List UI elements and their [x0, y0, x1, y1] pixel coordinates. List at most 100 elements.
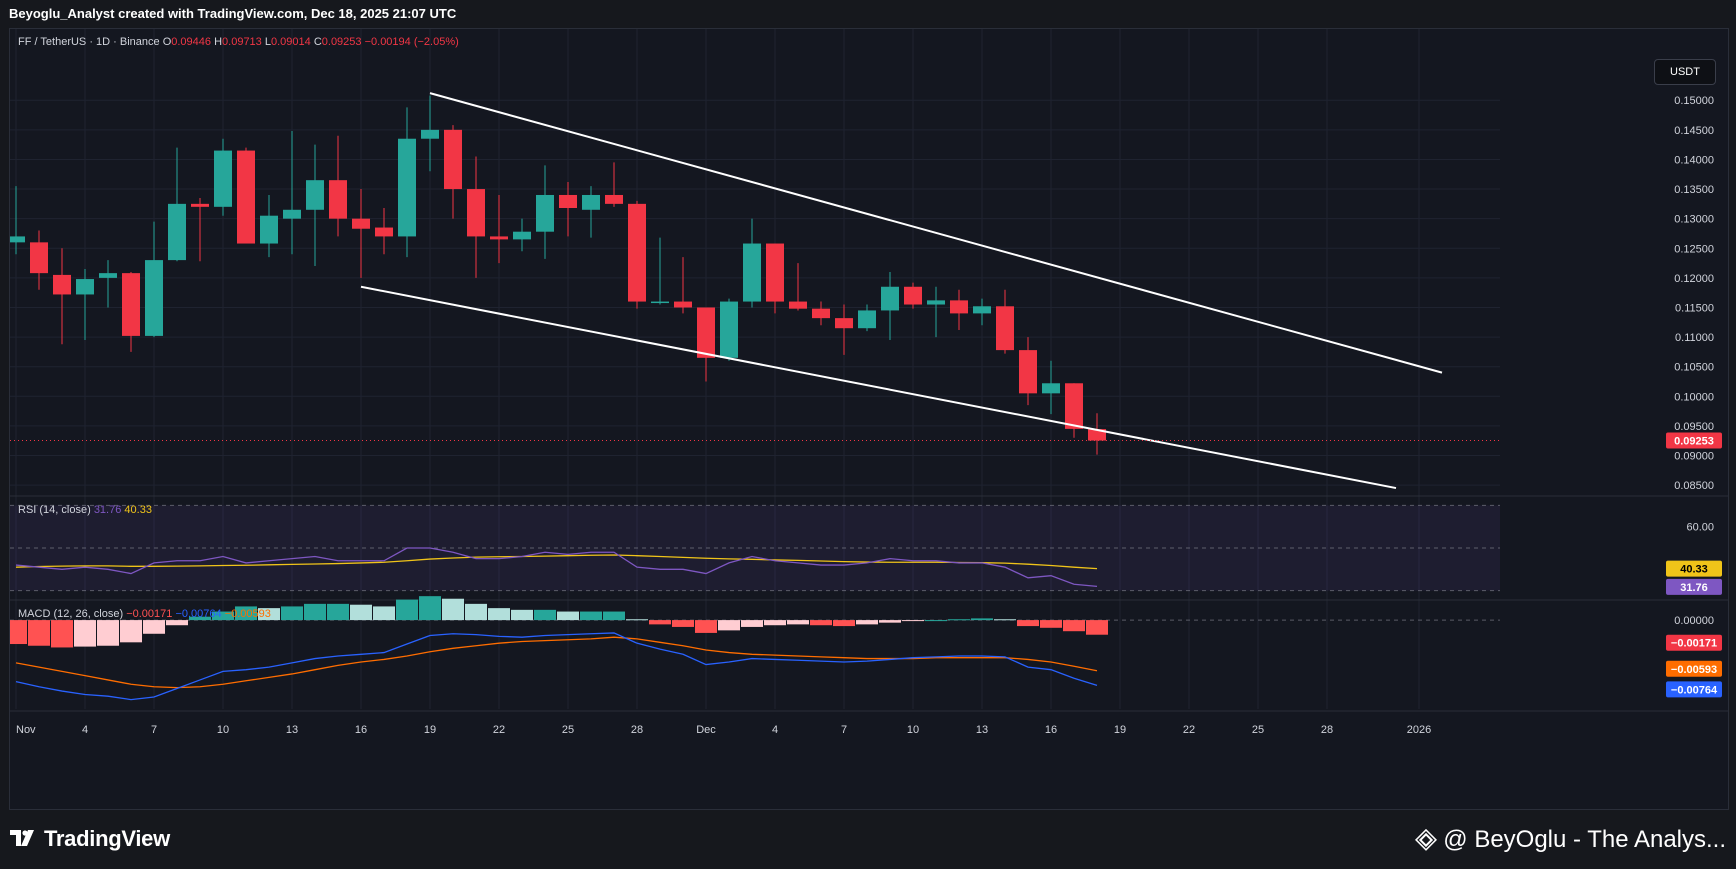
macd-histogram-bar — [534, 609, 556, 621]
macd-histogram-bar — [557, 611, 579, 621]
macd-histogram-bar — [971, 618, 993, 621]
time-tick-label: 22 — [493, 724, 505, 736]
binance-icon — [1415, 829, 1438, 851]
legend-open-value: 0.09446 — [171, 36, 214, 48]
macd-signal-tag-box — [1666, 660, 1722, 677]
macd-histogram-bar — [235, 606, 257, 621]
macd-histogram-bar — [258, 608, 280, 621]
price-tick-label: 0.08500 — [1674, 480, 1714, 492]
candle-body — [10, 236, 25, 243]
time-tick-label: 25 — [1252, 724, 1264, 736]
price-tick-label: 0.12000 — [1674, 273, 1714, 285]
candle-body — [766, 243, 784, 302]
time-tick-label: 25 — [562, 724, 574, 736]
candle-body — [1042, 383, 1060, 394]
macd-histogram-bar — [1063, 620, 1085, 632]
candle-body — [927, 300, 945, 305]
macd-legend-name: MACD (12, 26, close) — [18, 608, 126, 620]
candle-body — [375, 227, 393, 237]
macd-histogram-bar — [465, 603, 487, 621]
price-tick-label: 0.14000 — [1674, 154, 1714, 166]
candle-body — [421, 129, 439, 139]
time-tick-label: 16 — [1045, 724, 1057, 736]
macd-histogram-bar — [166, 620, 188, 626]
macd-histogram-bar — [902, 620, 924, 622]
macd-hist-tag-box — [1666, 634, 1722, 651]
macd-signal-tag: −0.00593 — [1671, 664, 1717, 676]
tradingview-logo-text: TradingView — [44, 826, 170, 851]
macd-histogram-bar — [925, 620, 947, 622]
legend-close-value: 0.09253 — [322, 36, 365, 48]
candle-body — [191, 203, 209, 207]
macd-histogram-bar — [810, 620, 832, 626]
time-tick-label: 13 — [976, 724, 988, 736]
tradingview-logo[interactable]: TradingView — [10, 826, 170, 852]
candle-body — [53, 274, 71, 295]
price-tick-label: 0.09500 — [1674, 421, 1714, 433]
candle-body — [490, 236, 508, 240]
macd-histogram-bar — [1086, 620, 1108, 635]
price-tick-label: 0.13000 — [1674, 214, 1714, 226]
rsi-legend: RSI (14, close) 31.76 40.33 — [18, 504, 152, 516]
price-tick-label: 0.11000 — [1675, 332, 1714, 344]
macd-histogram-bar — [948, 619, 970, 621]
rsi-ma-tag-box — [1666, 560, 1722, 577]
macd-line — [15, 632, 1098, 701]
chart-area[interactable]: 0.15000 0.14500 0.14000 0.13500 0.13000 0.125… — [9, 28, 1729, 810]
macd-histogram-bar — [350, 604, 372, 621]
candle-body — [237, 150, 255, 244]
macd-histogram-bar — [143, 620, 165, 634]
macd-histogram-bar — [626, 619, 648, 621]
candle-body — [789, 301, 807, 309]
macd-histogram-bar — [281, 606, 303, 621]
time-tick-label: 13 — [286, 724, 298, 736]
legend-symbol: FF / TetherUS · 1D · Binance — [18, 36, 163, 48]
time-tick-label: 28 — [631, 724, 643, 736]
time-tick-label: 7 — [841, 724, 847, 736]
price-tick-label: 0.13500 — [1674, 184, 1714, 196]
macd-histogram-bar — [879, 620, 901, 623]
candle-body — [973, 306, 991, 314]
macd-tick-label: 0.00000 — [1674, 615, 1714, 627]
macd-histogram-bar — [97, 620, 119, 646]
macd-histogram-bar — [120, 620, 142, 643]
macd-histogram-bar — [672, 620, 694, 627]
candle-body — [835, 318, 853, 329]
candle-body — [720, 301, 738, 358]
rsi-legend-value: 31.76 — [94, 504, 125, 516]
time-tick-label: 2026 — [1407, 724, 1431, 736]
price-legend: FF / TetherUS · 1D · Binance O0.09446 H0… — [18, 36, 459, 48]
macd-histogram-bar — [396, 599, 418, 621]
price-tick-label: 0.12500 — [1674, 243, 1714, 255]
macd-histogram-bar — [856, 620, 878, 625]
macd-histogram-bar — [327, 603, 349, 621]
time-tick-label: 4 — [772, 724, 778, 736]
time-tick-label: Nov — [16, 724, 36, 736]
price-tick-label: 0.11500 — [1675, 302, 1714, 314]
candle-body — [559, 194, 577, 209]
price-tick-label: 0.14500 — [1674, 125, 1714, 137]
candle-body — [582, 194, 600, 210]
rsi-legend-name: RSI (14, close) — [18, 504, 94, 516]
tradingview-logo-icon — [10, 830, 34, 846]
candle-body — [881, 286, 899, 311]
macd-histogram-bar — [603, 611, 625, 621]
legend-open-label: O — [163, 36, 172, 48]
macd-histogram-bar — [1040, 620, 1062, 628]
rsi-value-tag-box — [1666, 578, 1722, 595]
candle-body — [651, 301, 669, 304]
candle-body — [398, 138, 416, 237]
channel-trendline — [429, 92, 1443, 374]
time-tick-label: Dec — [696, 724, 716, 736]
macd-legend-macd: −0.00764 — [175, 608, 224, 620]
currency-button[interactable]: USDT — [1654, 59, 1716, 85]
author-watermark: @ BeyOglu - The Analys... — [1415, 826, 1726, 854]
macd-histogram-bar — [718, 620, 740, 631]
chart-svg[interactable]: 0.15000 0.14500 0.14000 0.13500 0.13000 0.125… — [10, 29, 1728, 809]
candle-body — [605, 194, 623, 204]
macd-histogram-bar — [787, 620, 809, 625]
macd-signal-line — [15, 636, 1098, 689]
candle-body — [283, 209, 301, 219]
rsi-line — [15, 547, 1098, 587]
macd-histogram-bar — [28, 620, 50, 646]
